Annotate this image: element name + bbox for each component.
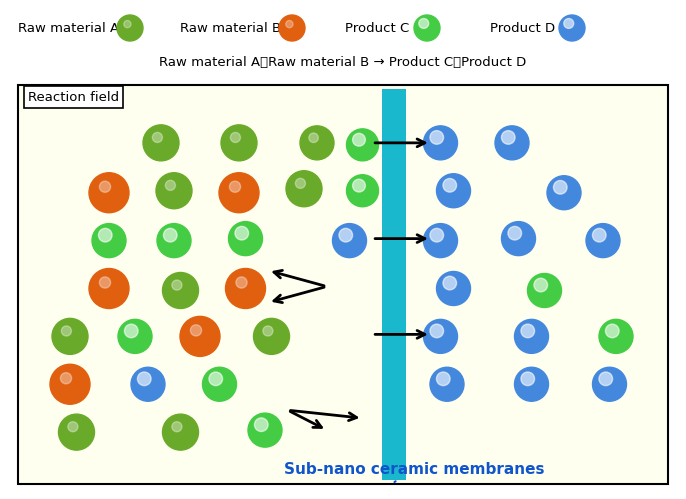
Circle shape bbox=[172, 422, 182, 432]
Circle shape bbox=[353, 133, 366, 146]
Circle shape bbox=[124, 324, 138, 338]
Circle shape bbox=[123, 20, 131, 28]
Circle shape bbox=[353, 179, 366, 192]
Circle shape bbox=[235, 227, 248, 240]
Circle shape bbox=[430, 131, 444, 144]
Circle shape bbox=[521, 324, 534, 338]
Circle shape bbox=[137, 372, 151, 386]
Circle shape bbox=[554, 181, 567, 194]
Circle shape bbox=[254, 318, 289, 354]
Circle shape bbox=[279, 15, 305, 41]
Circle shape bbox=[333, 224, 366, 257]
Circle shape bbox=[52, 318, 88, 354]
Circle shape bbox=[534, 278, 547, 292]
Circle shape bbox=[58, 414, 95, 450]
Circle shape bbox=[514, 319, 549, 353]
Circle shape bbox=[586, 224, 620, 257]
Circle shape bbox=[346, 129, 379, 161]
Circle shape bbox=[501, 222, 536, 255]
Circle shape bbox=[514, 367, 549, 401]
Circle shape bbox=[99, 277, 110, 288]
Circle shape bbox=[501, 131, 515, 144]
Circle shape bbox=[202, 367, 237, 401]
Circle shape bbox=[436, 372, 450, 386]
Circle shape bbox=[559, 15, 585, 41]
Circle shape bbox=[286, 171, 322, 207]
Circle shape bbox=[495, 126, 529, 160]
Circle shape bbox=[606, 324, 619, 338]
Text: Product D: Product D bbox=[490, 21, 555, 34]
Circle shape bbox=[226, 268, 265, 308]
Circle shape bbox=[163, 414, 198, 450]
Circle shape bbox=[99, 229, 112, 242]
Circle shape bbox=[263, 326, 273, 336]
Circle shape bbox=[180, 316, 220, 356]
Circle shape bbox=[599, 372, 613, 386]
Circle shape bbox=[118, 319, 152, 353]
Circle shape bbox=[599, 319, 633, 353]
Circle shape bbox=[528, 273, 562, 307]
Circle shape bbox=[443, 179, 457, 192]
Circle shape bbox=[157, 224, 191, 257]
Circle shape bbox=[163, 229, 177, 242]
Circle shape bbox=[564, 18, 573, 28]
Circle shape bbox=[68, 422, 78, 432]
Text: Raw material A: Raw material A bbox=[18, 21, 119, 34]
Text: Raw material A＋Raw material B → Product C＋Product D: Raw material A＋Raw material B → Product … bbox=[159, 55, 527, 68]
Circle shape bbox=[191, 325, 202, 336]
Circle shape bbox=[436, 174, 471, 208]
Circle shape bbox=[423, 319, 458, 353]
Circle shape bbox=[430, 229, 444, 242]
Circle shape bbox=[117, 15, 143, 41]
Circle shape bbox=[296, 178, 305, 189]
Circle shape bbox=[547, 176, 581, 210]
Circle shape bbox=[423, 224, 458, 257]
Circle shape bbox=[443, 276, 457, 290]
Circle shape bbox=[309, 133, 318, 143]
Circle shape bbox=[61, 326, 71, 336]
Circle shape bbox=[131, 367, 165, 401]
Bar bbox=[383, 89, 406, 480]
Circle shape bbox=[92, 224, 126, 257]
Circle shape bbox=[419, 18, 429, 28]
Circle shape bbox=[50, 364, 90, 404]
Circle shape bbox=[346, 175, 379, 207]
Text: Product C: Product C bbox=[345, 21, 410, 34]
Circle shape bbox=[339, 229, 353, 242]
Circle shape bbox=[156, 173, 192, 209]
Circle shape bbox=[99, 181, 110, 192]
Circle shape bbox=[209, 372, 222, 386]
Circle shape bbox=[152, 132, 163, 143]
Circle shape bbox=[300, 126, 334, 160]
Circle shape bbox=[436, 271, 471, 305]
Circle shape bbox=[593, 367, 626, 401]
Circle shape bbox=[163, 272, 198, 308]
Circle shape bbox=[165, 180, 176, 191]
Circle shape bbox=[236, 277, 247, 288]
Circle shape bbox=[89, 173, 129, 213]
Circle shape bbox=[219, 173, 259, 213]
Circle shape bbox=[221, 125, 257, 161]
Circle shape bbox=[423, 126, 458, 160]
Circle shape bbox=[255, 418, 268, 432]
Circle shape bbox=[248, 413, 282, 447]
Circle shape bbox=[430, 324, 444, 338]
Circle shape bbox=[286, 20, 293, 28]
Bar bbox=[18, 85, 668, 484]
Circle shape bbox=[593, 229, 606, 242]
Circle shape bbox=[89, 268, 129, 308]
Circle shape bbox=[430, 367, 464, 401]
Circle shape bbox=[230, 132, 240, 143]
Text: Raw material B: Raw material B bbox=[180, 21, 281, 34]
Circle shape bbox=[228, 222, 263, 255]
Text: Reaction field: Reaction field bbox=[28, 90, 119, 103]
Circle shape bbox=[414, 15, 440, 41]
Circle shape bbox=[229, 181, 241, 192]
Circle shape bbox=[521, 372, 534, 386]
Circle shape bbox=[60, 373, 71, 384]
Text: Sub-nano ceramic membranes: Sub-nano ceramic membranes bbox=[284, 462, 545, 482]
Circle shape bbox=[508, 227, 521, 240]
Circle shape bbox=[143, 125, 179, 161]
Circle shape bbox=[172, 280, 182, 290]
